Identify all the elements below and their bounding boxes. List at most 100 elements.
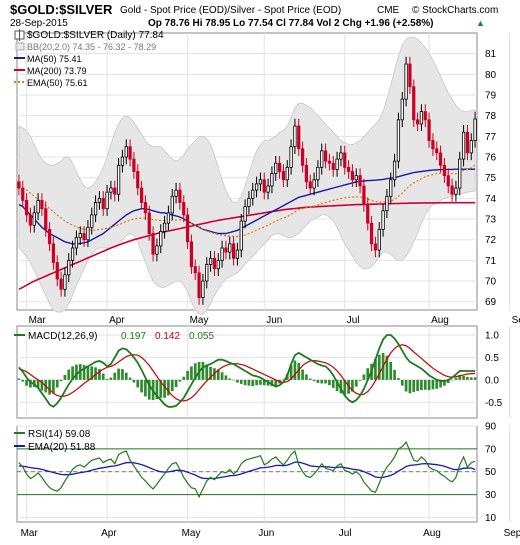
candle [396, 119, 401, 162]
histogram-bar [178, 379, 182, 382]
y-tick-label: 70 [485, 444, 497, 455]
y-tick-label: 72 [485, 235, 497, 246]
histogram-bar [343, 379, 347, 395]
rsi-panel: 10 30 50 70 90 [16, 422, 511, 524]
y-tick-label: 1.0 [485, 330, 499, 341]
candle [155, 245, 159, 255]
histogram-bar [136, 379, 140, 388]
x-tick-label: Aug [423, 528, 441, 539]
candle [247, 197, 251, 208]
candle [262, 179, 266, 193]
histogram-bar [289, 365, 293, 380]
candle [358, 175, 362, 187]
candle [143, 202, 148, 214]
candle [93, 202, 98, 216]
candle [51, 243, 56, 263]
candle [270, 173, 274, 187]
price-panel: 69 70 71 72 73 74 75 76 77 78 79 80 81 [16, 32, 511, 315]
y-tick-label: 10 [485, 513, 497, 524]
candle [350, 171, 355, 181]
histogram-bar [259, 379, 262, 385]
legend-ma50: MA(50) 75.41 [27, 54, 82, 64]
histogram-bar [324, 379, 327, 384]
histogram-bar [144, 379, 147, 397]
candle [205, 264, 209, 282]
candle [343, 152, 347, 168]
x-tick-label: Mar [21, 528, 39, 539]
histogram-bar [416, 379, 419, 392]
candle [427, 119, 431, 141]
candle [331, 162, 335, 170]
candle [446, 175, 450, 187]
candle [320, 150, 324, 168]
histogram-bar [124, 372, 128, 380]
histogram-bar [466, 376, 469, 380]
histogram-bar [71, 366, 74, 380]
candle [162, 222, 167, 232]
y-tick-label: 71 [485, 256, 497, 267]
histogram-bar [293, 360, 297, 380]
histogram-bar [412, 379, 416, 392]
histogram-bar [454, 377, 458, 380]
bb-icon [15, 42, 25, 51]
candle [239, 220, 243, 251]
candle [377, 228, 381, 251]
histogram-bar [36, 379, 40, 388]
candle [346, 166, 351, 172]
candle [101, 197, 105, 210]
candle [220, 247, 224, 261]
histogram-bar [105, 378, 109, 380]
candle [408, 63, 412, 88]
y-tick-label: -0.5 [485, 398, 503, 409]
x-tick-label: Jul [339, 528, 352, 539]
histogram-bar [190, 366, 193, 380]
candle [473, 118, 477, 141]
rsi-legend: RSI(14) 59.08 EMA(20) 51.88 [14, 429, 96, 453]
histogram-bar [305, 374, 308, 380]
candle [300, 148, 305, 166]
candle [151, 233, 155, 255]
candle [97, 197, 102, 203]
candle [63, 274, 67, 290]
y-tick-label: 76 [485, 153, 497, 164]
candle [285, 166, 289, 181]
chart-description: Gold - Spot Price (EOD)/Silver - Spot Pr… [120, 5, 341, 16]
histogram-bar [247, 379, 251, 386]
candle [82, 233, 86, 241]
candle [435, 148, 439, 154]
candle [17, 181, 21, 189]
histogram-bar [282, 379, 285, 380]
y-tick-label: 74 [485, 194, 497, 205]
candle [193, 266, 197, 274]
rsi-ema-line [18, 461, 476, 480]
histogram-bar [94, 367, 97, 380]
histogram-bar [163, 379, 166, 398]
candle [308, 181, 312, 189]
candle [415, 119, 420, 125]
x-tick-label: Jul [347, 315, 360, 326]
rsi-legend-label: RSI(14) 59.08 [28, 429, 91, 440]
x-tick-label: Sep [512, 315, 520, 326]
histogram-bar [193, 363, 197, 380]
candle [55, 262, 59, 280]
candle [419, 111, 424, 125]
histogram-bar [220, 372, 224, 380]
ma200-line [18, 201, 476, 291]
macd-legend-label: MACD(12,26,9) [28, 331, 97, 342]
ema50-line [18, 164, 476, 238]
histogram-bar [435, 379, 439, 389]
candle [431, 140, 435, 150]
legend-ma200: MA(200) 73.79 [27, 66, 87, 76]
histogram-bar [297, 362, 301, 380]
histogram-bar [75, 364, 78, 380]
histogram-bar [301, 369, 304, 380]
candle [21, 187, 25, 201]
y-tick-label: 80 [485, 70, 497, 81]
histogram-bar [29, 379, 32, 388]
legend-price: $GOLD:$SILVER (Daily) 77.84 [27, 30, 164, 41]
candle [74, 237, 79, 249]
candle [381, 210, 385, 230]
histogram-bar [427, 379, 431, 391]
histogram-bar [147, 379, 151, 400]
